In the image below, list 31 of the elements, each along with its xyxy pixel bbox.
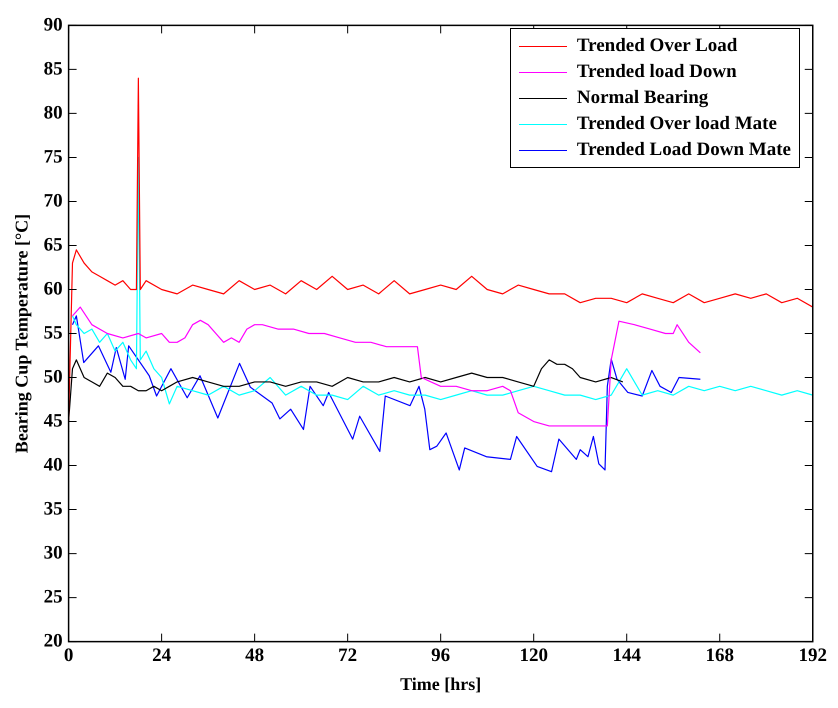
y-tick-label: 80 [44, 102, 63, 124]
x-tick-label: 72 [338, 644, 358, 666]
legend-label: Trended Load Down Mate [576, 138, 791, 162]
x-tick-label: 120 [519, 644, 548, 666]
y-tick-label: 50 [44, 366, 63, 388]
legend-label: Trended Over load Mate [576, 112, 777, 136]
legend-label: Normal Bearing [576, 86, 708, 110]
y-tick-label: 25 [44, 586, 63, 608]
y-tick-label: 45 [44, 410, 63, 432]
y-tick-label: 60 [44, 278, 63, 300]
y-axis-title: Bearing Cup Temperature [°C] [11, 214, 32, 454]
x-tick-label: 48 [245, 644, 264, 666]
y-tick-label: 70 [44, 190, 63, 212]
x-tick-label: 144 [612, 644, 642, 666]
y-tick-label: 35 [44, 498, 63, 520]
x-tick-label: 96 [431, 644, 450, 666]
legend-label: Trended load Down [576, 60, 737, 84]
y-tick-label: 55 [44, 322, 63, 344]
y-tick-label: 85 [44, 58, 63, 80]
legend-label: Trended Over Load [576, 34, 738, 58]
x-tick-label: 168 [705, 644, 734, 666]
x-tick-label: 0 [64, 644, 74, 666]
x-tick-label: 24 [152, 644, 172, 666]
y-tick-label: 90 [44, 14, 63, 36]
y-tick-label: 30 [44, 542, 63, 564]
x-axis-title: Time [hrs] [400, 674, 482, 694]
y-tick-label: 20 [44, 630, 63, 652]
y-tick-label: 40 [44, 454, 63, 476]
x-tick-label: 192 [798, 644, 827, 666]
y-tick-label: 75 [44, 146, 63, 168]
y-tick-label: 65 [44, 234, 63, 256]
